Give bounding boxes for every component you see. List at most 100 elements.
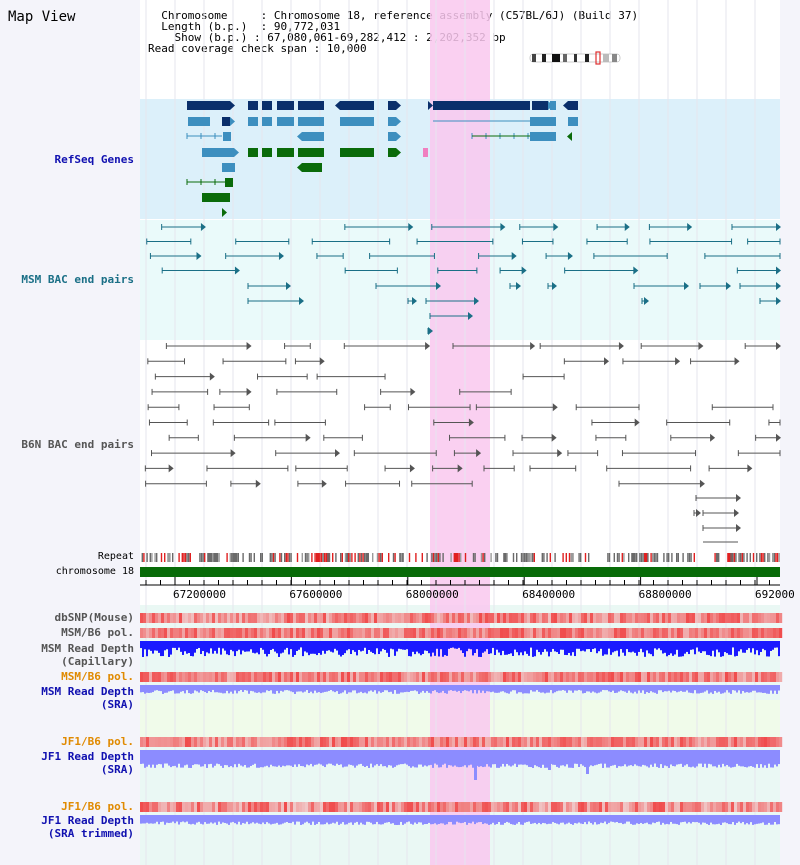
jf1-depth-sra-bar: [684, 750, 686, 766]
label-b6n-bac[interactable]: B6N BAC end pairs: [21, 438, 134, 451]
jf1-b6-pol-heat-cell: [452, 737, 456, 747]
label-msm-bac[interactable]: MSM BAC end pairs: [21, 273, 134, 286]
msm-bac-end-arrow: [511, 252, 517, 260]
repeat-element: [682, 553, 684, 562]
jf1-b6-pol-heat-cell: [470, 737, 474, 747]
dbsnp-heat-cell: [476, 613, 480, 623]
label-refseq-genes[interactable]: RefSeq Genes: [54, 153, 134, 166]
msm-depth-sra-bar: [228, 685, 230, 694]
msm-depth-sra-bar: [466, 685, 468, 691]
jf1-depth-sra-bar: [420, 750, 422, 765]
msm-depth-sra-bar: [658, 685, 660, 691]
jf1-b6-pol-heat-cell: [368, 737, 372, 747]
msm-b6-pol-heat-cell: [620, 628, 624, 638]
msm-depth-sra-bar: [206, 685, 208, 694]
msm-depth-sra-bar: [524, 685, 526, 694]
jf1-b6-pol-heat-cell: [308, 737, 312, 747]
jf1-b6-pol2-heat-cell: [458, 802, 462, 812]
msm-depth-sra-bar: [440, 685, 442, 693]
jf1-depth-trimmed-bar: [446, 815, 448, 825]
dbsnp-heat-cell: [515, 613, 519, 623]
dbsnp-heat-cell: [494, 613, 498, 623]
jf1-b6-pol2-heat-cell: [698, 802, 702, 812]
msm-depth-capillary-bar: [742, 641, 744, 653]
jf1-b6-pol2-heat-cell: [602, 802, 606, 812]
jf1-b6-pol-heat-cell: [524, 737, 528, 747]
jf1-b6-pol-heat-cell: [248, 737, 252, 747]
msm-depth-capillary-bar: [548, 641, 550, 657]
jf1-b6-pol2-heat-cell: [197, 802, 201, 812]
jf1-b6-pol2-heat-cell: [683, 802, 687, 812]
msm-b6-pol-heat-cell: [323, 628, 327, 638]
jf1-depth-trimmed-bar: [560, 815, 562, 823]
msm-depth-sra-bar: [640, 685, 642, 693]
jf1-depth-trimmed-bar: [286, 815, 288, 822]
jf1-b6-pol2-heat-cell: [716, 802, 720, 812]
jf1-depth-trimmed-bar: [146, 815, 148, 823]
msm-b6-pol2-heat-cell: [629, 672, 633, 682]
msm-depth-sra-bar: [388, 685, 390, 693]
repeat-element: [154, 553, 156, 562]
msm-bac-end-arrow: [474, 297, 479, 305]
jf1-depth-trimmed-bar: [296, 815, 298, 822]
ideogram-band: [552, 54, 560, 62]
jf1-b6-pol-heat-cell: [695, 737, 699, 747]
jf1-b6-pol-heat-cell: [689, 737, 693, 747]
jf1-depth-sra-bar: [400, 750, 402, 765]
b6n-bac-end-arrow: [776, 342, 781, 350]
jf1-depth-sra-bar: [442, 750, 444, 765]
dbsnp-heat-cell: [653, 613, 657, 623]
dbsnp-heat-cell: [452, 613, 456, 623]
jf1-depth-sra-bar: [758, 750, 760, 768]
msm-b6-pol-heat-cell: [719, 628, 723, 638]
dbsnp-heat-cell: [467, 613, 471, 623]
jf1-depth-trimmed-bar: [142, 815, 144, 824]
msm-b6-pol2-heat-cell: [431, 672, 435, 682]
repeat-element: [546, 553, 548, 562]
msm-depth-sra-bar: [760, 685, 762, 693]
repeat-element: [562, 553, 564, 562]
jf1-b6-pol2-heat-cell: [413, 802, 417, 812]
msm-depth-capillary-bar: [544, 641, 546, 650]
msm-depth-capillary-bar: [230, 641, 232, 650]
jf1-depth-trimmed-bar: [542, 815, 544, 823]
msm-depth-sra-bar: [314, 685, 316, 691]
dbsnp-heat-cell: [335, 613, 339, 623]
jf1-depth-sra-bar: [470, 750, 472, 765]
jf1-b6-pol-heat-cell: [710, 737, 714, 747]
msm-b6-pol-heat-cell: [347, 628, 351, 638]
jf1-b6-pol2-heat-cell: [443, 802, 447, 812]
jf1-b6-pol-heat-cell: [749, 737, 753, 747]
msm-depth-capillary-bar: [560, 641, 562, 650]
jf1-depth-trimmed-bar: [772, 815, 774, 825]
jf1-depth-sra-bar: [308, 750, 310, 766]
jf1-depth-sra-bar: [318, 750, 320, 764]
msm-b6-pol2-heat-cell: [635, 672, 639, 682]
jf1-b6-pol2-heat-cell: [737, 802, 741, 812]
jf1-depth-trimmed-bar: [226, 815, 228, 824]
jf1-depth-trimmed-bar: [768, 815, 770, 823]
msm-depth-sra-bar: [622, 685, 624, 692]
jf1-b6-pol2-heat-cell: [146, 802, 150, 812]
jf1-b6-pol2-heat-cell: [503, 802, 507, 812]
jf1-depth-sra-bar: [226, 750, 228, 766]
dbsnp-heat-cell: [596, 613, 600, 623]
msm-depth-capillary-bar: [158, 641, 160, 653]
jf1-b6-pol2-heat-cell: [623, 802, 627, 812]
jf1-depth-sra-bar: [286, 750, 288, 766]
jf1-depth-sra-bar: [472, 750, 474, 768]
msm-b6-pol-heat-cell: [623, 628, 627, 638]
dbsnp-heat-cell: [314, 613, 318, 623]
jf1-depth-sra-bar: [206, 750, 208, 768]
msm-b6-pol2-heat-cell: [746, 672, 750, 682]
msm-depth-sra-bar: [434, 685, 436, 691]
jf1-depth-sra-bar: [468, 750, 470, 766]
repeat-element: [733, 553, 735, 562]
jf1-depth-trimmed-bar: [746, 815, 748, 824]
jf1-depth-trimmed-bar: [606, 815, 608, 825]
msm-b6-pol-heat-cell: [314, 628, 318, 638]
jf1-depth-trimmed-bar: [154, 815, 156, 824]
msm-depth-sra-bar: [738, 685, 740, 691]
jf1-depth-sra-bar: [414, 750, 416, 768]
